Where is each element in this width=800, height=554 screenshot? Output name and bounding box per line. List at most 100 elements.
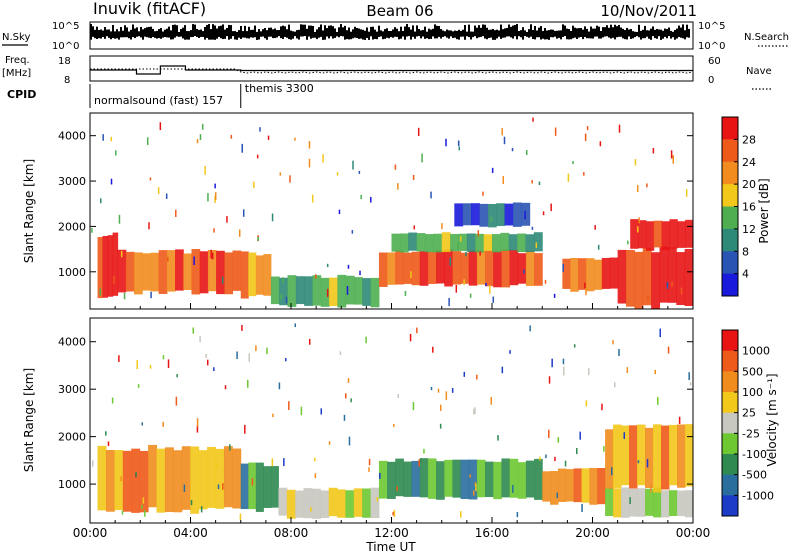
scatter-echo: [110, 178, 113, 185]
noise-sample: [336, 31, 338, 37]
noise-sample: [648, 30, 650, 39]
heatmap-cell: [458, 233, 468, 251]
colorbar-tick-label: 24: [742, 156, 756, 169]
scatter-echo: [457, 241, 459, 250]
heatmap-cell: [661, 425, 670, 490]
scatter-echo: [111, 397, 114, 404]
noise-sample: [224, 29, 226, 39]
scatter-echo: [196, 139, 199, 144]
heatmap-cell: [207, 446, 216, 508]
scatter-echo: [294, 323, 297, 328]
noise-sample: [294, 31, 296, 37]
heatmap-cell: [286, 489, 296, 519]
scatter-echo: [266, 347, 268, 355]
scatter-echo: [455, 285, 458, 293]
scatter-echo: [236, 351, 238, 360]
heatmap-cell: [304, 276, 313, 306]
scatter-echo: [524, 210, 526, 220]
heatmap-cell: [454, 203, 464, 227]
heatmap-cell: [97, 237, 104, 299]
scatter-echo: [404, 290, 407, 297]
scatter-echo: [509, 350, 511, 354]
scatter-echo: [531, 180, 533, 184]
noise-sample: [438, 26, 440, 37]
scatter-echo: [352, 160, 354, 170]
noise-sample: [642, 29, 644, 39]
colorbar-tick-label: -100: [742, 448, 767, 461]
noise-sample: [650, 28, 652, 40]
scatter-echo: [612, 340, 614, 345]
heatmap-cell: [419, 458, 429, 498]
scatter-echo: [162, 355, 165, 360]
heatmap-cell: [403, 252, 413, 284]
heatmap-cell: [637, 424, 646, 486]
noise-sample: [662, 30, 664, 39]
heatmap-cell: [337, 274, 347, 308]
colorbar-swatch: [722, 392, 738, 414]
noise-sample: [350, 31, 352, 40]
noise-sample: [198, 29, 200, 38]
heatmap-cell: [436, 250, 445, 284]
noise-sample: [478, 25, 480, 38]
scatter-echo: [685, 189, 688, 197]
scatter-echo: [594, 225, 596, 230]
scatter-echo: [92, 460, 94, 467]
heatmap-cell: [134, 252, 143, 295]
scatter-echo: [601, 403, 603, 411]
scatter-echo: [343, 414, 346, 421]
scatter-echo: [459, 236, 462, 242]
noise-sample: [664, 28, 666, 37]
noise-sample: [566, 28, 568, 40]
heatmap-cell: [270, 276, 280, 305]
y-tick-label: 2000: [58, 431, 86, 444]
noise-sample: [480, 27, 482, 37]
noise-sample: [244, 25, 246, 38]
noise-sample: [266, 30, 268, 40]
scatter-echo: [123, 292, 126, 300]
scatter-echo: [423, 448, 425, 454]
scatter-echo: [688, 372, 690, 381]
noise-sample: [192, 24, 194, 37]
heatmap-cell: [215, 448, 225, 509]
noise-sample: [436, 25, 438, 39]
noise-sample: [634, 31, 636, 38]
noise-sample: [526, 31, 528, 37]
noise-sample: [582, 29, 584, 40]
scatter-echo: [629, 497, 631, 505]
heatmap-cell: [370, 487, 380, 519]
heatmap-cell: [476, 250, 486, 285]
noise-sample: [208, 24, 210, 40]
noise-sample: [358, 28, 360, 39]
noise-sample: [414, 31, 416, 39]
noise-sample: [106, 29, 108, 37]
scatter-echo: [588, 368, 590, 376]
scatter-echo: [396, 486, 398, 492]
noise-sample: [628, 29, 630, 37]
heatmap-cell: [441, 232, 451, 253]
heatmap-cell: [557, 468, 567, 502]
noise-sample: [182, 27, 184, 39]
scatter-echo: [257, 237, 259, 242]
scatter-echo: [445, 391, 448, 400]
heatmap-cell: [240, 251, 249, 299]
freq-panel-frame: [89, 55, 694, 82]
heatmap-cell: [509, 458, 519, 498]
scatter-echo: [326, 288, 329, 297]
scatter-echo: [432, 346, 434, 353]
noise-sample: [408, 27, 410, 37]
noise-sample: [352, 29, 354, 39]
noise-sample: [388, 30, 390, 39]
heatmap-cell: [148, 444, 158, 508]
x-tick-label: 12:00: [374, 526, 409, 540]
noise-sample: [98, 30, 100, 39]
noise-sample: [90, 24, 92, 40]
scatter-echo: [280, 294, 283, 300]
scatter-echo: [315, 274, 317, 279]
heatmap-cell: [112, 232, 119, 296]
noise-sample: [148, 26, 150, 38]
noise-sample: [282, 25, 284, 39]
nave-tick-bottom: 0: [708, 75, 714, 86]
noise-sample: [134, 28, 136, 39]
noise-sample: [124, 25, 126, 38]
heatmap-cell: [278, 487, 288, 516]
